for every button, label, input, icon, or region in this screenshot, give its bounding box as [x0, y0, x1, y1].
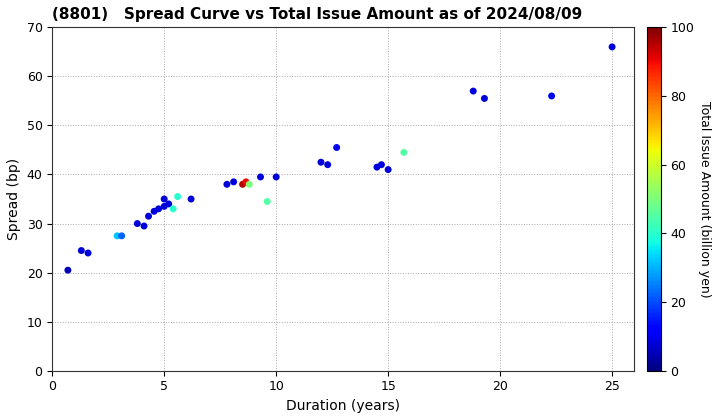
Point	[240, 178, 252, 185]
Text: (8801)   Spread Curve vs Total Issue Amount as of 2024/08/09: (8801) Spread Curve vs Total Issue Amoun…	[53, 7, 582, 22]
Point	[261, 198, 273, 205]
Y-axis label: Total Issue Amount (billion yen): Total Issue Amount (billion yen)	[698, 101, 711, 297]
Point	[382, 166, 394, 173]
Point	[172, 193, 184, 200]
Point	[372, 164, 383, 171]
Point	[132, 220, 143, 227]
X-axis label: Duration (years): Duration (years)	[287, 399, 400, 413]
Y-axis label: Spread (bp): Spread (bp)	[7, 158, 21, 240]
Point	[82, 249, 94, 256]
Point	[153, 205, 164, 212]
Point	[606, 44, 618, 50]
Point	[112, 233, 123, 239]
Point	[398, 149, 410, 156]
Point	[143, 213, 154, 220]
Point	[221, 181, 233, 188]
Point	[322, 161, 333, 168]
Point	[467, 88, 479, 94]
Point	[376, 161, 387, 168]
Point	[158, 203, 170, 210]
Point	[185, 196, 197, 202]
Point	[331, 144, 343, 151]
Point	[138, 223, 150, 229]
Point	[315, 159, 327, 165]
Point	[62, 267, 73, 273]
Point	[237, 181, 248, 188]
Point	[271, 173, 282, 180]
Point	[148, 208, 160, 215]
Point	[163, 201, 174, 207]
Point	[76, 247, 87, 254]
Point	[158, 196, 170, 202]
Point	[167, 205, 179, 212]
Point	[479, 95, 490, 102]
Point	[116, 233, 127, 239]
Point	[228, 178, 239, 185]
Point	[546, 93, 557, 100]
Point	[243, 181, 255, 188]
Point	[255, 173, 266, 180]
